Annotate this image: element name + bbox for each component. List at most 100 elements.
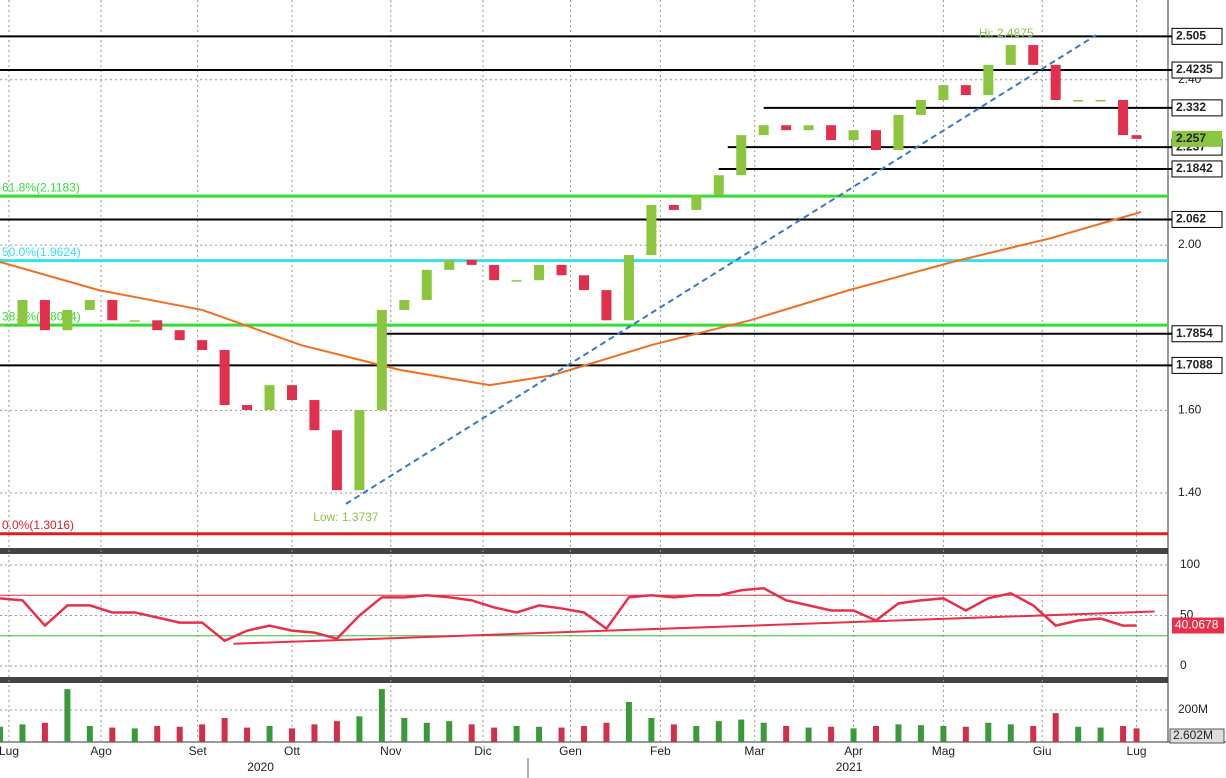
volume-bar [558,727,565,742]
level-label: 2.4235 [1176,62,1213,76]
candle [62,309,73,331]
candle [174,330,185,341]
candle [129,320,140,322]
candle [264,385,275,410]
volume-bar [1030,725,1037,742]
volume-bar [266,725,273,742]
candle [489,264,500,281]
volume-bar [603,722,610,742]
candle [331,430,342,491]
volume-bar [64,689,71,742]
candle [84,300,95,310]
x-tick-label: Giu [1033,744,1052,758]
candle [713,175,724,196]
volume-bar [401,717,408,742]
candle [848,130,859,141]
volume-bar [1097,727,1104,742]
candle [601,290,612,321]
panel-separator [0,548,1168,554]
volume-bar [536,726,543,742]
candle [1050,64,1061,101]
volume-bar [513,725,520,742]
candle [1131,135,1142,139]
volume-bar [423,722,430,742]
volume-bar [154,725,161,742]
x-tick-label: Apr [844,744,863,758]
volume-bar [491,727,498,742]
level-label: 1.7088 [1176,358,1213,372]
candle [421,269,432,301]
volume-bar [873,725,879,742]
x-tick-label: Mar [744,744,765,758]
level-label-box [1171,210,1223,228]
candle [534,264,545,281]
candle [39,300,50,331]
volume-bar [693,725,700,742]
candle [915,100,926,115]
volume-bar [581,725,587,742]
fib-label: 61.8%(2.1183) [2,180,80,194]
volume-bar [333,721,340,742]
volume-bar [1007,724,1014,742]
x-tick-label: Nov [380,744,401,758]
fib-label: 50.0%(1.9624) [2,245,81,259]
volume-bar [199,724,206,742]
annotation: Hi: 2.4875 [979,26,1034,40]
candle [1028,45,1039,65]
candle [511,280,522,282]
candle [871,130,881,151]
volume-bar [176,726,183,742]
volume-bar [1120,725,1127,742]
x-tick-label: Feb [650,744,671,758]
candle [668,204,679,210]
candle [242,405,253,410]
volume-bar [221,717,228,742]
level-label-box [1171,325,1223,343]
volume-bar [1052,713,1059,742]
volume-bar [670,724,677,742]
fib-label: 0.0%(1.3016) [2,518,74,532]
candle [17,300,28,326]
y-tick-label: 2.00 [1178,237,1202,251]
level-label-box [1171,356,1223,374]
annotation: Low: 1.3737 [313,510,379,524]
volume-bar [468,724,475,742]
candle [646,204,657,255]
volume-bar [850,728,857,742]
x-tick-label: Lug [0,744,19,758]
candle [466,259,477,265]
volume-bar [715,721,722,742]
level-label-box [1171,160,1223,178]
panel-separator [0,677,1168,683]
x-tick-label: Set [189,744,208,758]
x-tick-label: Ott [284,744,301,758]
year-label: 2021 [836,760,863,774]
volume-bar [985,722,992,742]
candle [781,125,792,131]
volume-bar [962,726,969,742]
candle [579,275,589,291]
volume-bar [131,728,138,742]
x-tick-label: Dic [474,744,491,758]
level-label: 2.062 [1176,212,1206,226]
candle [376,309,387,410]
volume-bar [86,725,93,742]
x-tick-label: Ago [90,744,112,758]
volume-bar [783,725,790,742]
level-label: 2.1842 [1176,161,1213,175]
last-price-box [1172,130,1222,147]
volume-bar [805,727,812,742]
year-label: 2020 [247,760,274,774]
candle [736,135,747,176]
candle [197,340,208,351]
volume-bar [356,716,363,742]
candle [399,300,410,310]
candle [893,114,904,151]
y-tick-label: 1.60 [1178,403,1202,417]
level-label: 2.505 [1176,29,1206,43]
volume-bar [895,724,902,742]
rsi-last-label: 40.0678 [1175,618,1219,632]
candle [1118,100,1129,136]
volume-bar [19,724,26,742]
